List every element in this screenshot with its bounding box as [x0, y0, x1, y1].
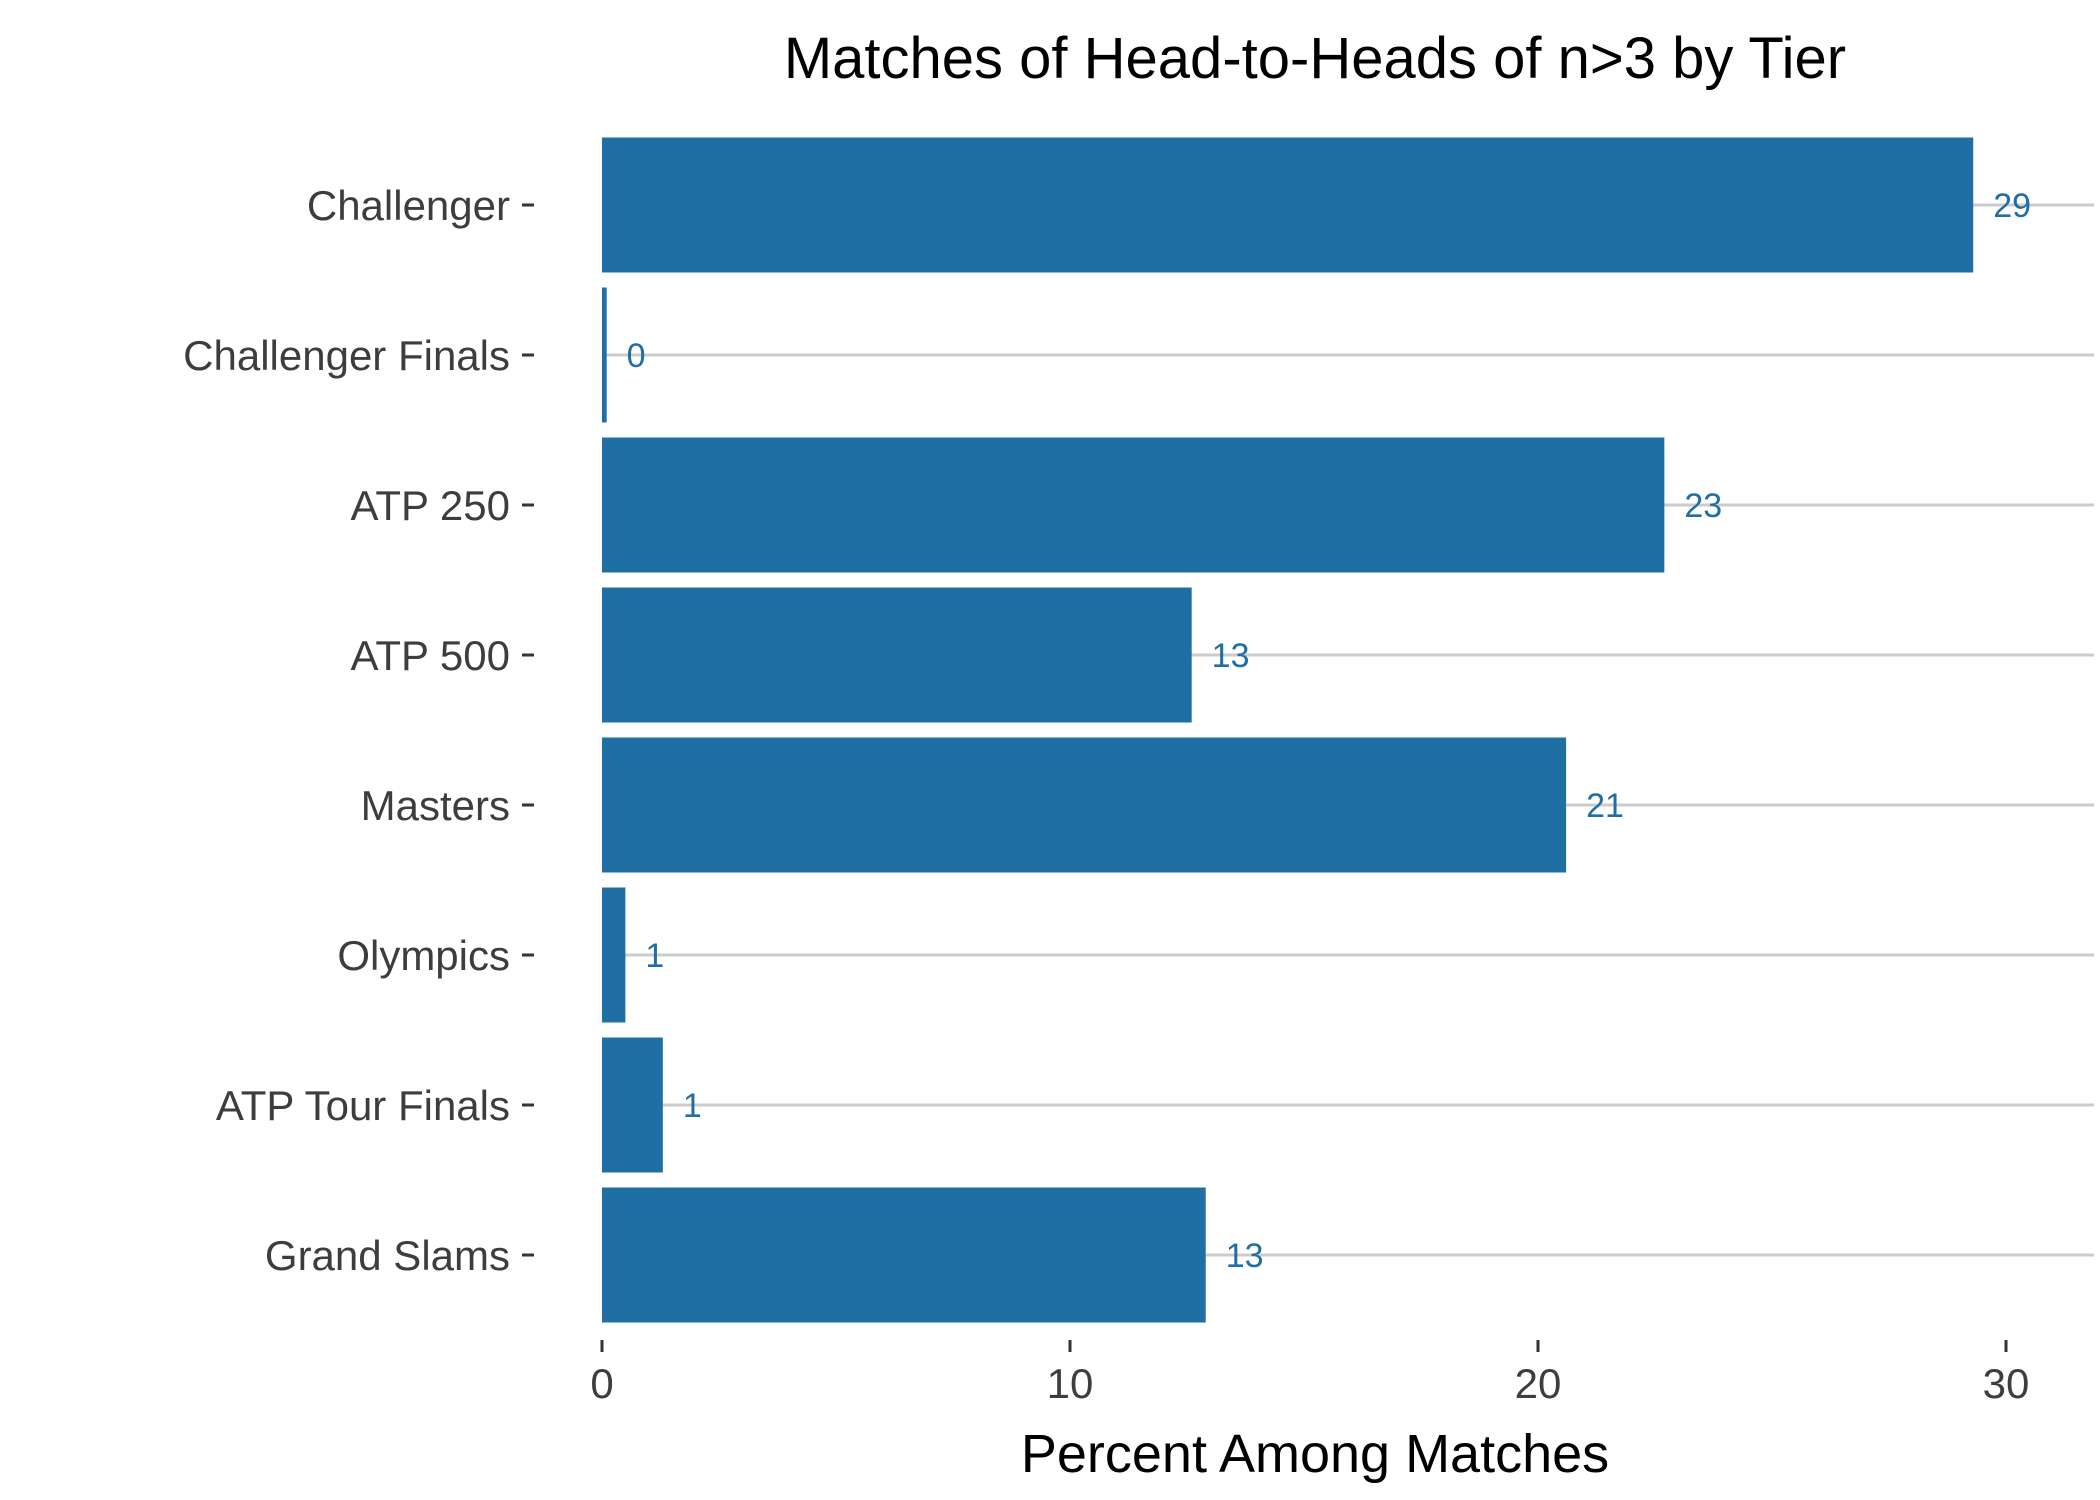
bar-masters	[602, 737, 1567, 873]
y-label-grand-slams: Grand Slams	[265, 1232, 510, 1279]
bar-grand-slams	[602, 1187, 1206, 1323]
bar-challenger-finals	[602, 287, 607, 423]
x-axis-label: Percent Among Matches	[1021, 1424, 1609, 1484]
y-label-masters: Masters	[361, 782, 510, 829]
data-label-challenger: 29	[1993, 187, 2031, 225]
bar-olympics	[602, 887, 626, 1023]
data-label-challenger-finals: 0	[627, 337, 646, 375]
x-tick-label-20: 20	[1515, 1360, 1562, 1407]
data-label-atp-250: 23	[1684, 487, 1722, 525]
y-label-challenger-finals: Challenger Finals	[183, 332, 510, 379]
data-label-olympics: 1	[645, 937, 664, 975]
bars	[602, 137, 1974, 1323]
y-axis-category-labels: Challenger Challenger Finals ATP 250 ATP 50…	[183, 182, 534, 1279]
grid-lines	[602, 203, 2094, 1257]
x-tick-label-30: 30	[1983, 1360, 2030, 1407]
bar-atp-500	[602, 587, 1192, 723]
bar-atp-tour-finals	[602, 1037, 663, 1173]
y-label-atp-500: ATP 500	[350, 632, 510, 679]
data-label-grand-slams: 13	[1226, 1237, 1264, 1275]
y-label-olympics: Olympics	[337, 932, 510, 979]
data-label-atp-tour-finals: 1	[683, 1087, 702, 1125]
data-label-masters: 21	[1586, 787, 1624, 825]
data-labels: 29 0 23 13 21 1 1 13	[627, 187, 2031, 1275]
chart-title: Matches of Head-to-Heads of n>3 by Tier	[784, 26, 1846, 91]
y-label-atp-250: ATP 250	[350, 482, 510, 529]
data-label-atp-500: 13	[1212, 637, 1250, 675]
x-tick-label-10: 10	[1047, 1360, 1094, 1407]
x-axis-ticks: 0 10 20 30	[590, 1340, 2029, 1407]
bar-atp-250	[602, 437, 1665, 573]
bar-challenger	[602, 137, 1974, 273]
x-tick-label-0: 0	[590, 1360, 613, 1407]
y-label-challenger: Challenger	[307, 182, 510, 229]
y-label-atp-tour-finals: ATP Tour Finals	[216, 1082, 510, 1129]
